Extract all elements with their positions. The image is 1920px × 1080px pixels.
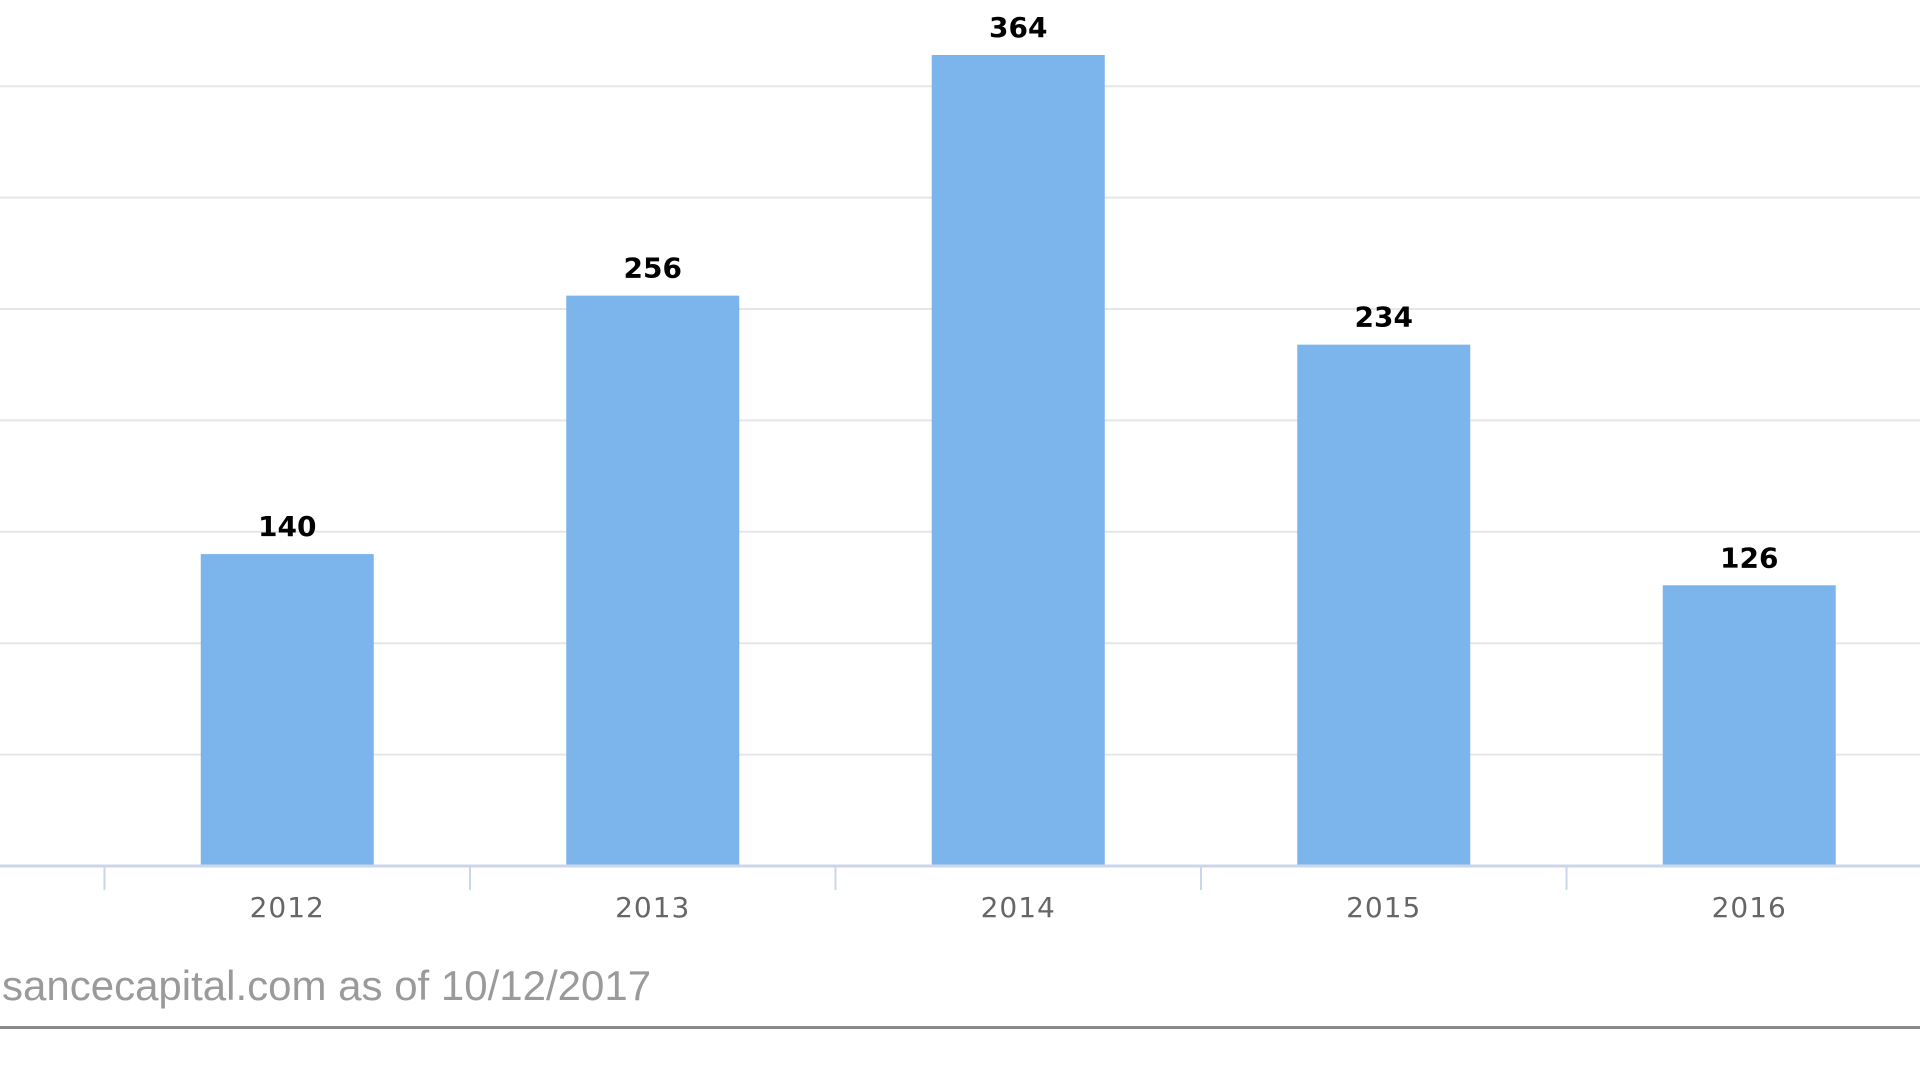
data-label: 126 — [1720, 541, 1778, 574]
data-labels: 1402563642341261 — [258, 11, 1778, 574]
x-tick-label: 2016 — [1712, 891, 1787, 924]
bottom-divider — [0, 1026, 1920, 1029]
bar-2014[interactable] — [931, 55, 1105, 867]
x-tick-label: 2014 — [981, 891, 1056, 924]
x-tick-label: 2015 — [1346, 891, 1421, 924]
data-label: 140 — [258, 510, 316, 543]
bar-2016[interactable] — [1662, 585, 1836, 866]
data-label: 364 — [989, 11, 1047, 44]
data-label: 234 — [1355, 301, 1413, 334]
x-axis: 2012201320142015201620 — [0, 864, 1920, 924]
bar-2012[interactable] — [200, 554, 374, 866]
bar-chart: 2012201320142015201620 1402563642341261 — [0, 11, 1920, 924]
bar-2015[interactable] — [1297, 344, 1471, 866]
x-tick-label: 2012 — [250, 891, 325, 924]
data-label: 256 — [624, 252, 682, 285]
credits-text[interactable]: sancecapital.com as of 10/12/2017 — [2, 962, 652, 1009]
bar-2013[interactable] — [566, 295, 740, 867]
x-tick-label: 2013 — [615, 891, 690, 924]
bars — [200, 55, 1836, 867]
